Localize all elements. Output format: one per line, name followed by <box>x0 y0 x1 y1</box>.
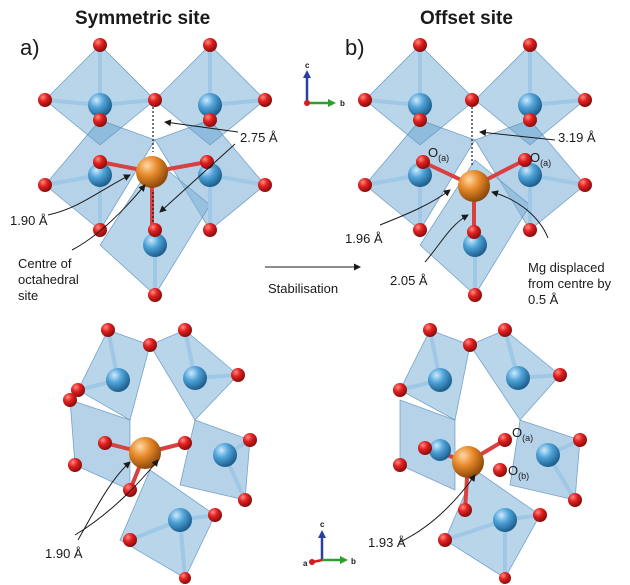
axis-a-label: a <box>303 559 308 568</box>
cation-atom <box>198 93 222 117</box>
cation-atom <box>408 93 432 117</box>
axis-c-label: c <box>305 61 310 70</box>
axis-c-label: c <box>320 520 325 529</box>
a-distance-left: 1.90 Å <box>10 213 48 228</box>
cation-atom <box>463 233 487 257</box>
cation-atom <box>518 163 542 187</box>
magnesium-atom <box>452 446 484 478</box>
bl-distance: 1.90 Å <box>45 546 83 561</box>
oxygen-atoms <box>38 38 272 302</box>
cation-atom <box>143 233 167 257</box>
br-ob-label: O(b) <box>508 463 529 481</box>
cation-atom <box>88 163 112 187</box>
crystal-axis-icon: c a b <box>303 520 356 568</box>
panel-b-structure <box>358 38 592 302</box>
magnesium-atom <box>136 156 168 188</box>
cation-atom <box>198 163 222 187</box>
bottom-left-structure <box>63 323 257 584</box>
magnesium-atom <box>458 170 490 202</box>
axis-b-label: b <box>351 557 356 566</box>
cation-atom <box>429 439 451 461</box>
panel-a-structure <box>38 38 272 302</box>
left-title: Symmetric site <box>75 8 210 29</box>
b-mg-line2: from centre by <box>528 276 612 291</box>
cation-atom <box>506 366 530 390</box>
oxygen-atoms <box>358 38 592 302</box>
b-oa-left: O(a) <box>428 145 449 163</box>
stabilisation-label: Stabilisation <box>268 281 338 296</box>
b-distance-top: 3.19 Å <box>558 130 596 145</box>
panel-b-label: b) <box>345 35 365 60</box>
cation-atom <box>106 368 130 392</box>
axis-b-label: b <box>340 99 345 108</box>
b-distance-left: 1.96 Å <box>345 231 383 246</box>
b-mg-line3: 0.5 Å <box>528 292 559 307</box>
magnesium-atom <box>129 437 161 469</box>
b-mg-line1: Mg displaced <box>528 260 605 275</box>
cation-atom <box>168 508 192 532</box>
b-distance-bottom: 2.05 Å <box>390 273 428 288</box>
cation-atom <box>493 508 517 532</box>
crystal-axis-icon: c b <box>303 61 345 108</box>
oxygen-atoms <box>63 323 257 584</box>
oxygen-atoms <box>393 323 587 584</box>
right-title: Offset site <box>420 8 513 29</box>
cation-atom <box>213 443 237 467</box>
a-centre-line2: octahedral <box>18 272 79 287</box>
a-distance-top: 2.75 Å <box>240 130 278 145</box>
cation-atom <box>183 366 207 390</box>
cation-atom <box>428 368 452 392</box>
a-centre-line3: site <box>18 288 38 303</box>
cation-atom <box>536 443 560 467</box>
cation-atom <box>518 93 542 117</box>
bottom-right-structure <box>393 323 587 584</box>
a-centre-line1: Centre of <box>18 256 72 271</box>
panel-a-label: a) <box>20 35 40 60</box>
br-distance: 1.93 Å <box>368 535 406 550</box>
cation-atom <box>408 163 432 187</box>
br-oa-label: O(a) <box>512 425 533 443</box>
cation-atom <box>88 93 112 117</box>
b-oa-right: O(a) <box>530 150 551 168</box>
